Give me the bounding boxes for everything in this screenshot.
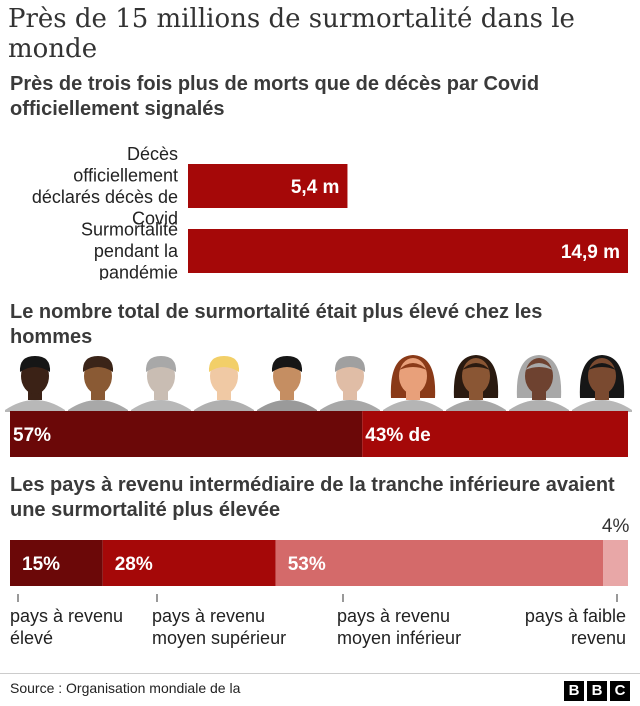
- bar-segment: [603, 540, 628, 586]
- chart1-title: Près de trois fois plus de morts que de …: [10, 73, 540, 120]
- data-label: 15%: [22, 554, 60, 575]
- bar-segment: [362, 411, 628, 457]
- woman-icon: [446, 355, 506, 412]
- data-label: 5,4 m: [291, 177, 340, 198]
- category-label: pendant la: [94, 241, 179, 261]
- man-icon: [68, 356, 128, 412]
- category-label: déclarés décès de: [32, 187, 178, 207]
- man-icon: [194, 356, 254, 412]
- category-label: revenu: [571, 628, 626, 648]
- data-label: 4%: [602, 516, 630, 537]
- category-label: officiellement: [73, 165, 178, 185]
- man-icon: [131, 356, 191, 412]
- bbc-logo-letter: B: [564, 681, 584, 701]
- man-icon: [5, 356, 65, 412]
- category-label: Surmortalité: [81, 220, 178, 240]
- category-label: élevé: [10, 628, 53, 648]
- category-label: Covid: [132, 208, 178, 228]
- bar-segment: [275, 540, 604, 586]
- chart3-title: Les pays à revenu intermédiaire de la tr…: [10, 474, 615, 521]
- bbc-logo-letter: B: [587, 681, 607, 701]
- man-icon: [257, 356, 317, 412]
- category-label: pays à revenu: [10, 606, 123, 626]
- chart2-title: Le nombre total de surmortalité était pl…: [10, 301, 543, 348]
- data-label: 53%: [288, 554, 326, 575]
- bar-segment: [10, 411, 363, 457]
- bbc-logo: B B C: [564, 681, 630, 701]
- category-label: moyen inférieur: [337, 628, 461, 648]
- bar: [188, 229, 628, 273]
- bar: [188, 164, 348, 208]
- data-label: 14,9 m: [561, 242, 620, 263]
- data-label: 28%: [115, 554, 153, 575]
- man-icon: [320, 356, 380, 412]
- gender-split-chart: 57% 43% de: [5, 355, 632, 457]
- bbc-logo-letter: C: [610, 681, 630, 701]
- woman-icon: [383, 355, 443, 412]
- category-label: moyen supérieur: [152, 628, 286, 648]
- source-note: Source : Organisation mondiale de la: [10, 680, 241, 696]
- category-label: Décès: [127, 144, 178, 164]
- bar-segment: [102, 540, 276, 586]
- data-label: 43% de: [365, 425, 430, 446]
- category-label: pays à revenu: [337, 606, 450, 626]
- footer-divider: [0, 673, 640, 674]
- category-label: pandémie: [99, 263, 178, 281]
- woman-icon: [572, 355, 632, 412]
- woman-icon: [509, 355, 569, 412]
- bar-segment: [10, 540, 103, 586]
- page-title: Près de 15 millions de surmortalité dans…: [8, 4, 575, 64]
- category-label: pays à revenu: [152, 606, 265, 626]
- data-label: 57%: [13, 425, 51, 446]
- category-label: pays à faible: [525, 606, 626, 626]
